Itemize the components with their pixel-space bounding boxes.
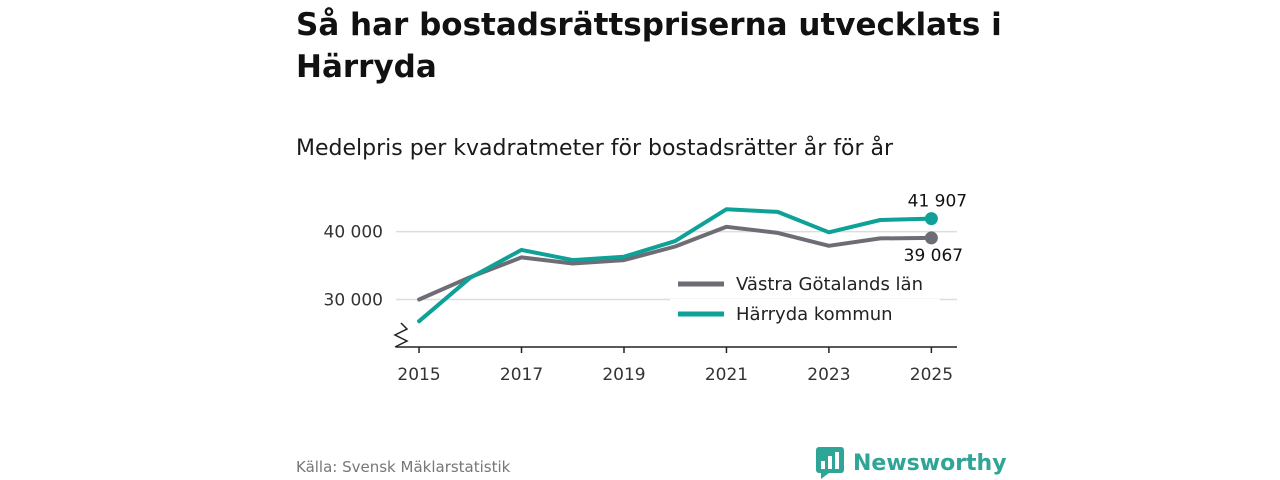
legend: Västra Götalands län Härryda kommun (670, 269, 940, 327)
series-line-harryda (417, 207, 934, 324)
end-labels: 41 907 39 067 (904, 192, 967, 266)
brand-name: Newsworthy (853, 450, 1007, 476)
x-tick-label: 2015 (397, 365, 440, 385)
end-label-vastra: 39 067 (904, 246, 963, 266)
end-point-vastra (924, 231, 938, 245)
x-tick-label: 2021 (705, 365, 748, 385)
end-label-harryda: 41 907 (908, 192, 967, 212)
legend-label-vastra: Västra Götalands län (736, 274, 923, 295)
x-tick-label: 2019 (602, 365, 645, 385)
legend-label-harryda: Härryda kommun (736, 304, 893, 325)
source-note: Källa: Svensk Mäklarstatistik (296, 458, 511, 476)
y-tick-label: 40 000 (324, 223, 383, 243)
y-axis-break (393, 322, 409, 348)
series-line-vastra (417, 224, 934, 302)
axes: 30 000 40 000 2015 2017 2019 2021 2023 2025 (324, 223, 957, 385)
end-point-harryda (924, 212, 938, 226)
x-tick-label: 2025 (910, 365, 953, 385)
chart-title: Så har bostadsrättspriserna utvecklats i… (296, 7, 1002, 85)
newsworthy-logo: Newsworthy (815, 446, 1007, 480)
series-lines (417, 207, 938, 324)
line-chart: 30 000 40 000 2015 2017 2019 2021 2023 2025 Väs… (324, 192, 968, 385)
x-tick-label: 2023 (807, 365, 850, 385)
newsworthy-icon (816, 447, 844, 479)
y-tick-label: 30 000 (324, 290, 383, 310)
chart-subtitle: Medelpris per kvadratmeter för bostadsrä… (296, 136, 894, 161)
x-tick-label: 2017 (500, 365, 543, 385)
